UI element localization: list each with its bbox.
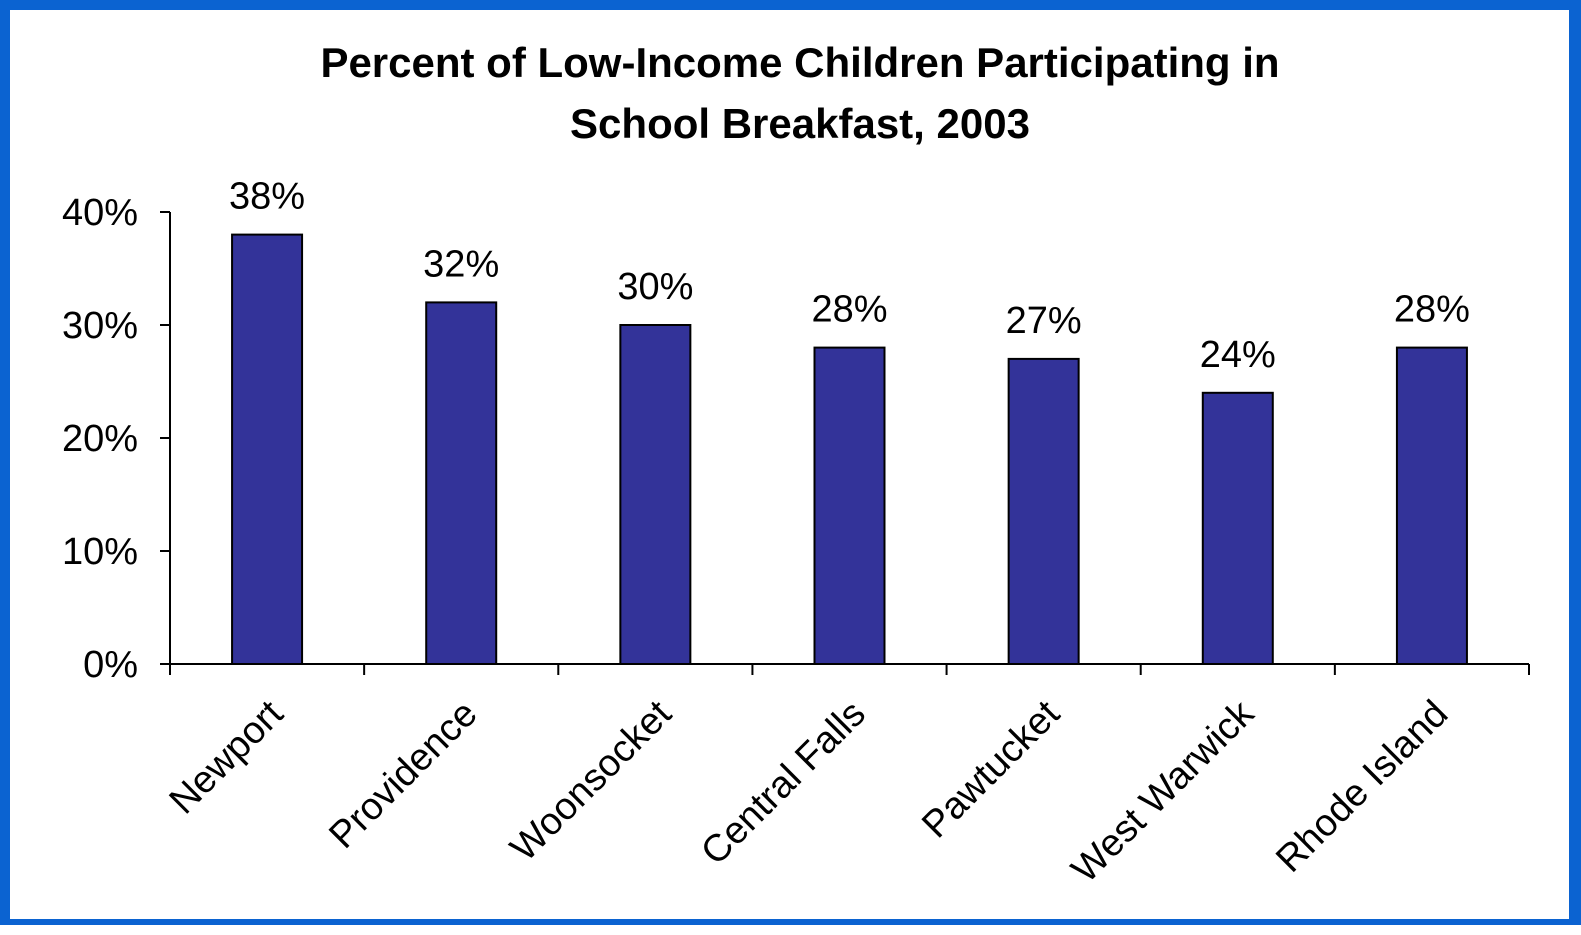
y-tick-label: 20%: [62, 418, 138, 460]
category-label: Rhode Island: [1268, 693, 1456, 881]
category-label: Providence: [321, 693, 485, 857]
bar: [231, 233, 304, 665]
bar: [813, 346, 886, 665]
data-labels: 38% 32% 30% 28% 27% 24% 28%: [229, 176, 1470, 376]
y-tick-label: 30%: [62, 305, 138, 347]
category-label: West Warwick: [1064, 692, 1263, 891]
data-label: 32%: [423, 243, 499, 285]
data-label: 30%: [617, 266, 693, 308]
data-label: 28%: [1394, 289, 1470, 331]
y-axis: 0% 10% 20% 30% 40%: [62, 192, 171, 686]
x-axis: [169, 663, 1530, 675]
bar: [1201, 391, 1274, 665]
category-labels: Newport Providence Woonsocket Central Falls…: [162, 692, 1457, 891]
chart-title-line-1: Percent of Low-Income Children Participa…: [320, 39, 1279, 86]
data-label: 24%: [1200, 334, 1276, 376]
data-label: 28%: [811, 289, 887, 331]
category-label: Woonsocket: [503, 692, 680, 869]
data-label: 27%: [1006, 300, 1082, 342]
category-label: Pawtucket: [914, 692, 1068, 846]
bar: [1007, 357, 1080, 665]
chart-title-line-2: School Breakfast, 2003: [570, 100, 1030, 147]
bar-chart: Percent of Low-Income Children Participa…: [62, 39, 1530, 891]
bars: [231, 233, 1468, 665]
bar: [425, 301, 498, 665]
y-tick-label: 0%: [83, 644, 138, 686]
y-tick-label: 40%: [62, 192, 138, 234]
y-tick-label: 10%: [62, 531, 138, 573]
category-label: Newport: [162, 692, 292, 822]
category-label: Central Falls: [693, 693, 874, 874]
data-label: 38%: [229, 176, 305, 218]
bar: [619, 324, 692, 665]
bar: [1395, 346, 1468, 665]
